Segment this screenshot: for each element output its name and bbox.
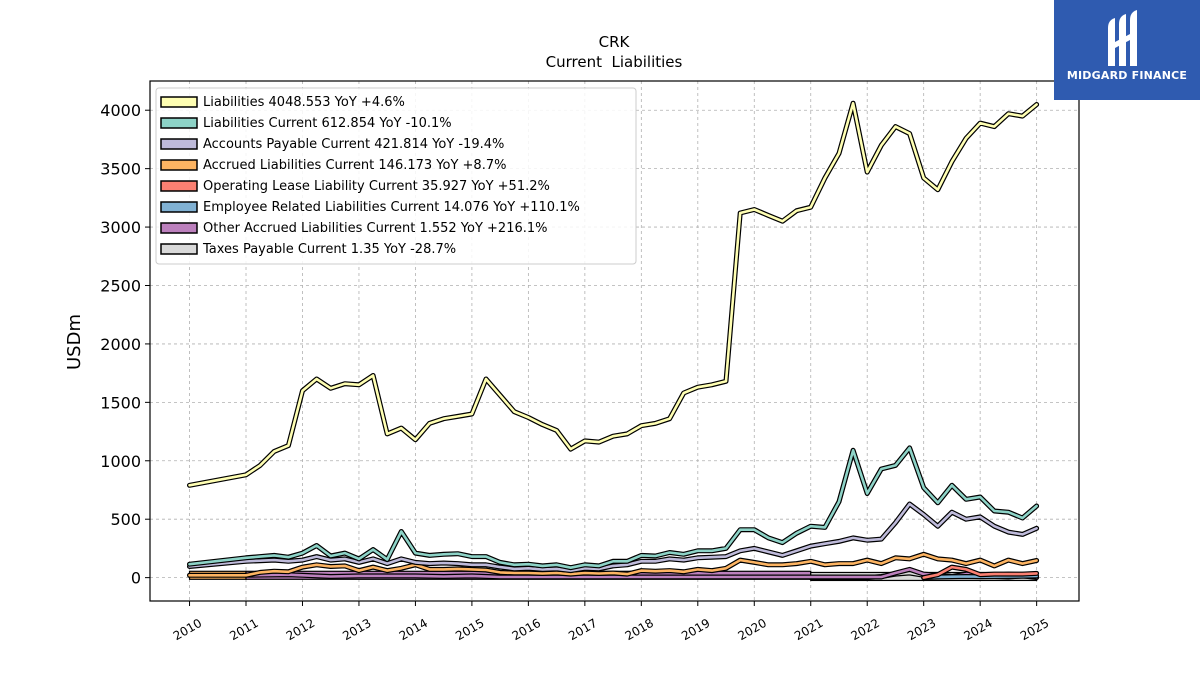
y-tick-label-5: 2500 bbox=[100, 276, 141, 295]
series-line-0 bbox=[188, 101, 1038, 487]
legend-entry-4: Operating Lease Liability Current 35.927… bbox=[160, 179, 550, 194]
y-tick-label-8: 4000 bbox=[100, 101, 141, 120]
legend-swatch-0 bbox=[160, 96, 198, 108]
legend-entry-3: Accrued Liabilities Current 146.173 YoY … bbox=[160, 158, 506, 173]
x-tick-label-0: 2010 bbox=[171, 616, 204, 643]
series-4 bbox=[921, 564, 1040, 581]
series-line-4 bbox=[922, 565, 1038, 579]
x-tick-label-2: 2012 bbox=[284, 616, 317, 643]
legend-label-2: Accounts Payable Current 421.814 YoY -19… bbox=[203, 137, 504, 152]
x-tick-label-1: 2011 bbox=[227, 616, 260, 643]
legend-entry-1: Liabilities Current 612.854 YoY -10.1% bbox=[160, 116, 452, 131]
x-tick-label-10: 2020 bbox=[736, 616, 769, 643]
legend-swatch-5 bbox=[160, 201, 198, 213]
x-tick-label-8: 2018 bbox=[623, 616, 656, 643]
midgard-logo-icon bbox=[1108, 10, 1137, 66]
legend-entry-6: Other Accrued Liabilities Current 1.552 … bbox=[160, 221, 548, 236]
x-tick-label-9: 2019 bbox=[679, 616, 712, 643]
legend-label-3: Accrued Liabilities Current 146.173 YoY … bbox=[203, 158, 506, 173]
series-line-3 bbox=[188, 553, 1038, 577]
series-line-1 bbox=[188, 446, 1038, 569]
legend-swatch-7 bbox=[160, 243, 198, 255]
x-axis-ticks: 2010 2011 2012 2013 2014 2015 2016 2017 2018 2019… bbox=[171, 601, 1051, 643]
series-2 bbox=[187, 501, 1040, 574]
x-tick-label-7: 2017 bbox=[566, 616, 599, 643]
legend-entry-0: Liabilities 4048.553 YoY +4.6% bbox=[160, 95, 405, 110]
y-axis-label: USDm bbox=[64, 314, 85, 370]
x-tick-label-15: 2025 bbox=[1018, 616, 1051, 643]
legend-label-5: Employee Related Liabilities Current 14.… bbox=[203, 200, 580, 215]
series-3 bbox=[187, 551, 1040, 578]
x-tick-label-13: 2023 bbox=[905, 616, 938, 643]
legend-box bbox=[155, 87, 637, 265]
x-tick-label-6: 2016 bbox=[510, 616, 543, 643]
x-tick-label-3: 2013 bbox=[340, 616, 373, 643]
y-tick-label-0: 0 bbox=[131, 569, 141, 588]
legend-entry-7: Taxes Payable Current 1.35 YoY -28.7% bbox=[160, 242, 456, 257]
chart-subtitle: Current Liabilities bbox=[546, 53, 683, 71]
y-tick-label-3: 1500 bbox=[100, 393, 141, 412]
x-tick-label-14: 2024 bbox=[961, 616, 994, 643]
legend-swatch-3 bbox=[160, 159, 198, 171]
legend-swatch-1 bbox=[160, 117, 198, 129]
y-tick-label-6: 3000 bbox=[100, 218, 141, 237]
y-tick-label-1: 500 bbox=[110, 510, 141, 529]
x-tick-label-4: 2014 bbox=[397, 616, 430, 643]
series-lines bbox=[187, 100, 1040, 581]
plot-frame bbox=[149, 80, 1080, 602]
legend-swatch-4 bbox=[160, 180, 198, 192]
legend-entry-2: Accounts Payable Current 421.814 YoY -19… bbox=[160, 137, 504, 152]
y-tick-label-7: 3500 bbox=[100, 160, 141, 179]
legend-swatch-2 bbox=[160, 138, 198, 150]
x-tick-label-5: 2015 bbox=[453, 616, 486, 643]
y-tick-label-4: 2000 bbox=[100, 335, 141, 354]
series-0 bbox=[187, 100, 1040, 488]
x-tick-label-11: 2021 bbox=[792, 616, 825, 643]
series-1 bbox=[187, 445, 1040, 571]
chart-title: CRK bbox=[599, 33, 631, 51]
brand-logo: MIDGARD FINANCE bbox=[1054, 0, 1200, 100]
series-line-2 bbox=[188, 502, 1038, 572]
y-axis-ticks: 0 500 1000 1500 2000 2500 3000 3500 4000 bbox=[100, 101, 150, 588]
legend-entry-5: Employee Related Liabilities Current 14.… bbox=[160, 200, 580, 215]
x-tick-label-12: 2022 bbox=[848, 616, 881, 643]
legend-swatch-6 bbox=[160, 222, 198, 234]
logo-text: MIDGARD FINANCE bbox=[1066, 69, 1188, 82]
legend-label-1: Liabilities Current 612.854 YoY -10.1% bbox=[203, 116, 452, 131]
legend-label-0: Liabilities 4048.553 YoY +4.6% bbox=[203, 95, 405, 110]
legend: Liabilities 4048.553 YoY +4.6% Liabilitie… bbox=[155, 87, 637, 265]
y-tick-label-2: 1000 bbox=[100, 452, 141, 471]
legend-label-6: Other Accrued Liabilities Current 1.552 … bbox=[203, 221, 548, 236]
legend-label-7: Taxes Payable Current 1.35 YoY -28.7% bbox=[202, 242, 456, 257]
legend-label-4: Operating Lease Liability Current 35.927… bbox=[203, 179, 550, 194]
